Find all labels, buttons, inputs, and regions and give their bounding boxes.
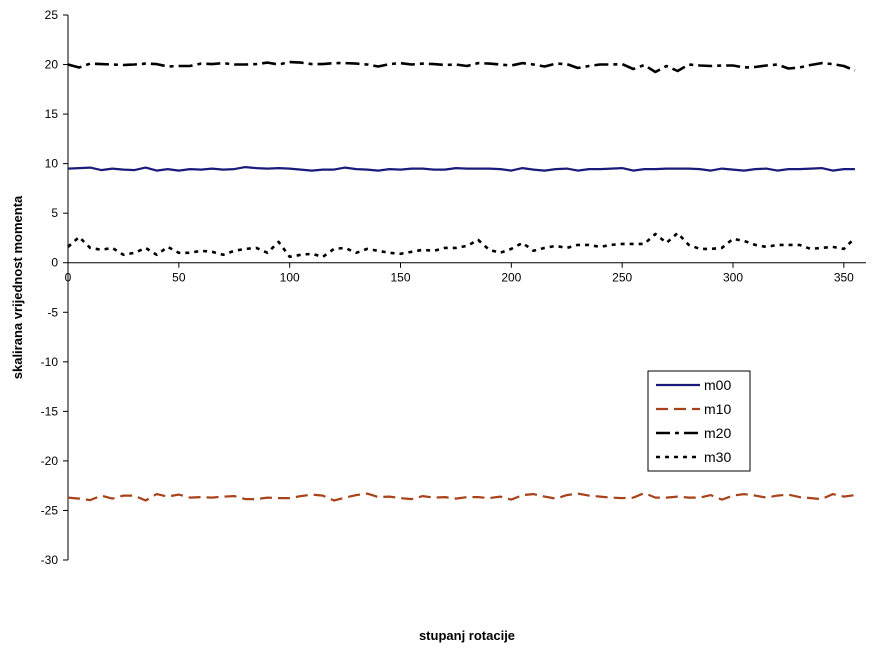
- series-line-m20: [67, 60, 856, 74]
- x-tick-label: 300: [723, 271, 743, 285]
- legend-label-m30: m30: [704, 449, 731, 465]
- y-tick-label: -30: [41, 553, 59, 567]
- x-tick-label: 100: [280, 271, 300, 285]
- y-tick-label: -5: [47, 305, 58, 319]
- x-tick-label: 200: [501, 271, 521, 285]
- axes: [63, 14, 866, 561]
- x-tick-label: 250: [612, 271, 632, 285]
- legend: m00 m10 m20 m30: [647, 370, 751, 472]
- legend-label-m00: m00: [704, 377, 731, 393]
- x-tick-label: 350: [834, 271, 854, 285]
- legend-label-m20: m20: [704, 425, 731, 441]
- x-axis-title: stupanj rotacije: [419, 628, 515, 643]
- x-tick-label: 50: [172, 271, 186, 285]
- series-line-m00: [67, 166, 855, 172]
- legend-box: [647, 370, 751, 472]
- y-tick-label: 0: [51, 256, 58, 270]
- series-line-m30: [67, 231, 856, 259]
- series-group: [67, 60, 856, 502]
- y-tick-label: 25: [45, 8, 59, 22]
- legend-label-m10: m10: [704, 401, 731, 417]
- y-tick-label: 15: [45, 107, 59, 121]
- x-tick-label: 0: [65, 271, 72, 285]
- y-tick-label: 5: [51, 206, 58, 220]
- y-tick-label: -15: [41, 404, 59, 418]
- y-tick-label: -10: [41, 355, 59, 369]
- y-tick-label: 20: [45, 58, 59, 72]
- y-tick-label: -25: [41, 503, 59, 517]
- y-tick-label: 10: [45, 157, 59, 171]
- series-line-m10: [67, 492, 856, 502]
- y-tick-label: -20: [41, 454, 59, 468]
- y-axis-title: skalirana vrijednost momenta: [10, 195, 25, 379]
- x-tick-label: 150: [390, 271, 410, 285]
